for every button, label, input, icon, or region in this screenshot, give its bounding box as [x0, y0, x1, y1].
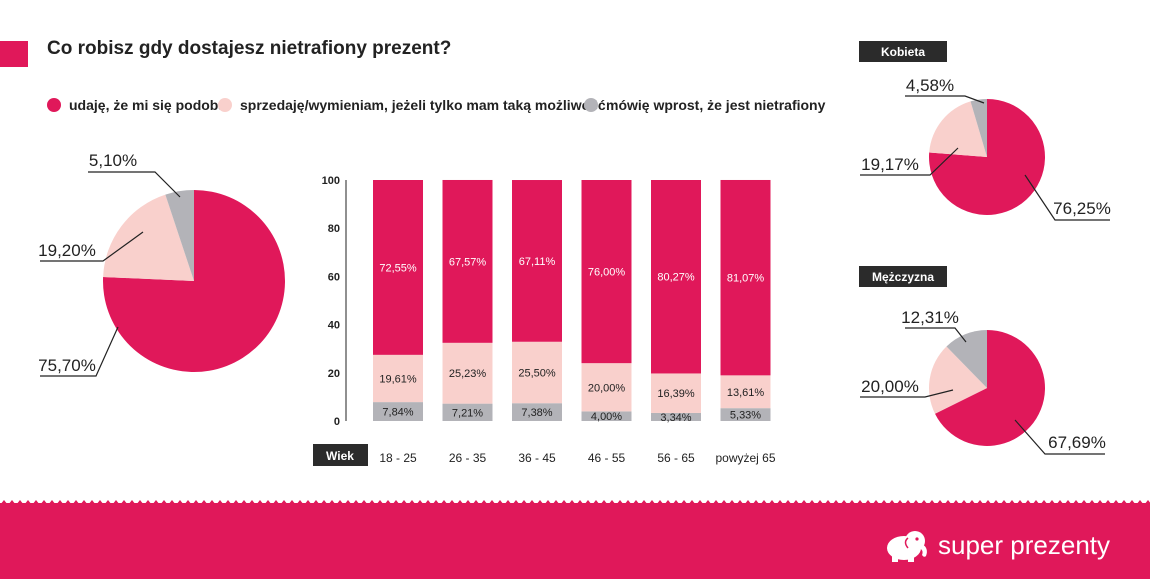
- x-tick-label: 26 - 35: [449, 451, 487, 465]
- legend-dot-icon: [584, 98, 598, 112]
- bar-data-label: 72,55%: [379, 262, 417, 274]
- bar-segment: [512, 341, 562, 404]
- legend-item-honest: mówię wprost, że jest nietrafiony: [584, 97, 825, 113]
- bar-segment: [581, 411, 632, 421]
- bar-data-label: 7,84%: [382, 407, 413, 419]
- mezczyzna-callout-1-label: 20,00%: [861, 377, 919, 396]
- main-pie-callout-2-label: 5,10%: [89, 151, 137, 170]
- bar-data-label: 3,34%: [660, 412, 691, 424]
- bar-segment: [373, 180, 423, 355]
- kobieta-title-box: [859, 41, 947, 62]
- kobieta-pie-slice-0: [929, 99, 1045, 215]
- mezczyzna-title: Mężczyzna: [872, 270, 934, 284]
- brand-name: super prezenty: [938, 529, 1110, 560]
- bar-data-label: 5,33%: [730, 410, 761, 422]
- kobieta-callout-1-label: 19,17%: [861, 155, 919, 174]
- bar-data-label: 7,38%: [521, 407, 552, 419]
- legend: udaję, że mi się podoba sprzedaję/wymien…: [0, 97, 825, 121]
- bar-segment: [651, 180, 701, 374]
- y-tick-label: 100: [322, 175, 340, 187]
- main-pie-slice-0: [102, 190, 285, 373]
- legend-dot-icon: [47, 98, 61, 112]
- main-pie-slice-1: [103, 194, 194, 281]
- bar-data-label: 16,39%: [657, 388, 695, 400]
- x-tick-label: 18 - 25: [379, 451, 417, 465]
- bar-data-label: 4,00%: [591, 411, 622, 423]
- y-tick-label: 0: [334, 416, 340, 428]
- bar-data-label: 76,00%: [588, 267, 626, 279]
- mezczyzna-callout-2-label: 12,31%: [901, 308, 959, 327]
- x-tick-label: 46 - 55: [588, 451, 626, 465]
- bar-segment: [720, 179, 771, 376]
- kobieta-pie-slice-2: [970, 99, 987, 157]
- main-pie-callout-1-leader: [40, 231, 144, 262]
- page-title: Co robisz gdy dostajesz nietrafiony prez…: [47, 38, 452, 59]
- footer-band: [0, 503, 1150, 579]
- bar-data-label: 67,57%: [449, 256, 487, 268]
- legend-label: mówię wprost, że jest nietrafiony: [606, 97, 826, 113]
- bar-data-label: 67,11%: [519, 256, 556, 268]
- bar-segment: [720, 375, 771, 409]
- bar-segment: [512, 403, 562, 421]
- kobieta-callout-1-leader: [860, 147, 959, 176]
- y-tick-label: 40: [328, 320, 340, 332]
- legend-label: udaję, że mi się podoba: [69, 97, 227, 113]
- bar-data-label: 25,50%: [518, 367, 556, 379]
- x-tick-label: 56 - 65: [657, 451, 695, 465]
- kobieta-callout-2-leader: [905, 95, 985, 104]
- x-tick-label: 36 - 45: [518, 451, 556, 465]
- bar-segment: [651, 412, 701, 421]
- mezczyzna-callout-0-leader: [1014, 419, 1105, 455]
- mezczyzna-callout-0-label: 67,69%: [1048, 433, 1106, 452]
- kobieta-callout-2-label: 4,58%: [906, 76, 954, 95]
- y-tick-label: 80: [328, 223, 340, 235]
- legend-item-sell: sprzedaję/wymieniam, jeżeli tylko mam ta…: [218, 97, 606, 113]
- main-pie-callout-2-leader: [88, 171, 181, 198]
- bar-data-label: 20,00%: [588, 382, 626, 394]
- x-axis-title-box: [313, 444, 368, 466]
- main-pie-callout-0-leader: [40, 326, 119, 377]
- bar-segment: [512, 180, 562, 342]
- bar-data-label: 80,27%: [657, 272, 695, 284]
- bar-data-label: 25,23%: [449, 368, 487, 380]
- legend-label: sprzedaję/wymieniam, jeżeli tylko mam ta…: [240, 97, 606, 113]
- legend-item-pretend: udaję, że mi się podoba: [47, 97, 226, 113]
- footer-zigzag: [0, 495, 1150, 505]
- bar-data-label: 13,61%: [727, 387, 765, 399]
- x-tick-label: powyżej 65: [715, 451, 775, 465]
- mezczyzna-callout-1-leader: [860, 389, 954, 398]
- elephant-icon: [887, 531, 927, 562]
- brand-logo: super prezenty: [882, 528, 1110, 562]
- y-tick-label: 20: [328, 368, 340, 380]
- bar-segment: [442, 403, 493, 421]
- bar-segment: [442, 179, 493, 343]
- mezczyzna-callout-2-leader: [905, 327, 967, 343]
- kobieta-callout-0-leader: [1024, 174, 1110, 221]
- bar-segment: [581, 180, 632, 364]
- bar-data-label: 7,21%: [452, 407, 483, 419]
- mezczyzna-title-box: [859, 266, 947, 287]
- bar-segment: [373, 354, 423, 403]
- title-accent-bar: [0, 41, 28, 67]
- bar-segment: [581, 363, 632, 412]
- bar-data-label: 19,61%: [379, 373, 417, 385]
- bar-segment: [651, 373, 701, 413]
- main-pie-callout-0-label: 75,70%: [38, 356, 96, 375]
- legend-dot-icon: [218, 98, 232, 112]
- kobieta-title: Kobieta: [881, 45, 925, 59]
- bar-segment: [373, 402, 423, 421]
- main-pie-callout-1-label: 19,20%: [38, 241, 96, 260]
- mezczyzna-pie-slice-1: [929, 346, 987, 414]
- mezczyzna-pie-slice-2: [946, 330, 987, 388]
- main-pie-slice-2: [165, 190, 194, 281]
- kobieta-callout-0-label: 76,25%: [1053, 199, 1111, 218]
- kobieta-pie-slice-1: [929, 101, 987, 157]
- bar-data-label: 81,07%: [727, 273, 765, 285]
- bar-segment: [720, 408, 771, 421]
- bar-segment: [442, 342, 493, 404]
- x-axis-title: Wiek: [326, 449, 354, 463]
- y-tick-label: 60: [328, 271, 340, 283]
- mezczyzna-pie-slice-0: [935, 330, 1045, 446]
